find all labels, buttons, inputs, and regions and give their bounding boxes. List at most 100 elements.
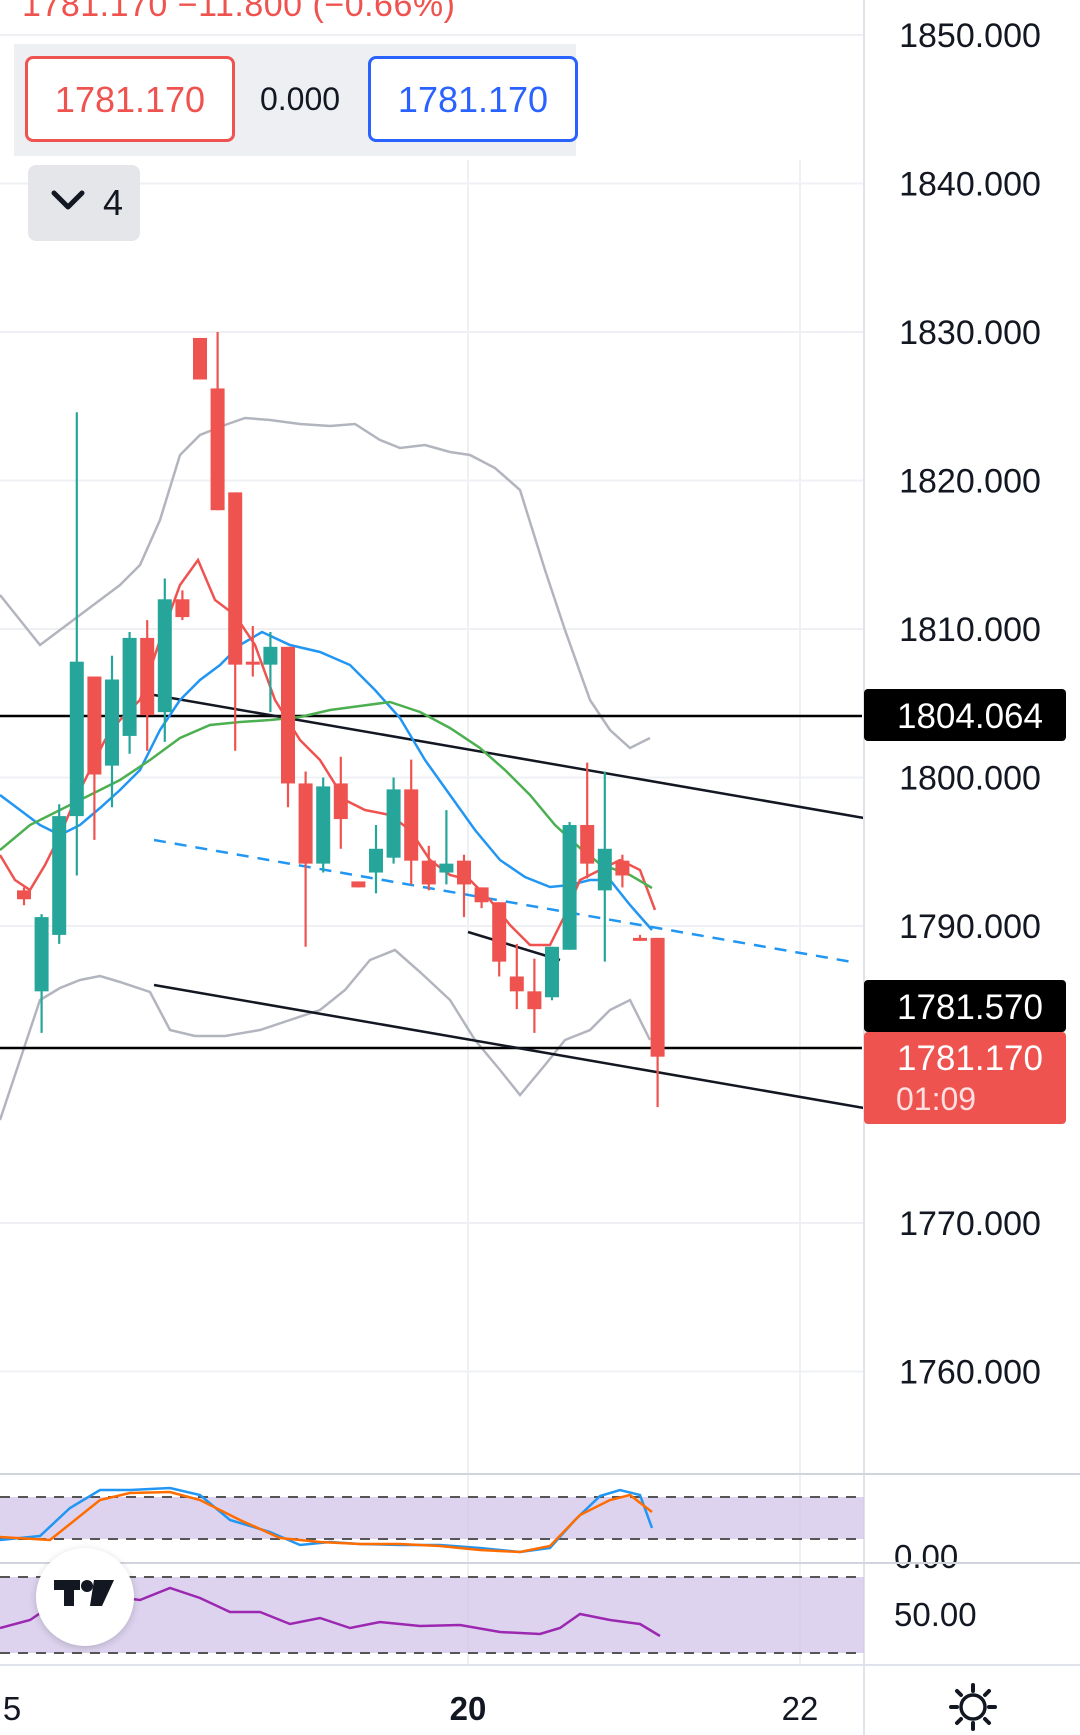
- candle-body: [193, 337, 207, 380]
- channel-lower-line: [153, 983, 865, 1110]
- candle: [597, 771, 612, 962]
- candle-body: [87, 676, 102, 775]
- candle: [527, 958, 542, 1033]
- candle: [263, 631, 278, 713]
- price-tick-label: 1850.000: [899, 17, 1041, 55]
- horizontal-line-price-label: 1804.064: [897, 697, 1043, 736]
- price-axis-ticks: 1850.000 1840.000 1830.000 1820.000 1810.000…: [899, 17, 1041, 1392]
- bid-button[interactable]: 1781.170: [25, 56, 235, 142]
- candle: [333, 756, 348, 849]
- price-tick-label: 1840.000: [899, 166, 1041, 204]
- candle: [351, 881, 366, 888]
- time-label-22: 22: [782, 1690, 819, 1727]
- candle-body: [245, 661, 260, 665]
- candle-body: [122, 637, 137, 736]
- price-tick-label: 1820.000: [899, 463, 1041, 501]
- bollinger-bands: [0, 416, 652, 1121]
- channel-upper-line: [153, 693, 865, 820]
- candle: [17, 887, 31, 906]
- candle-body: [333, 783, 348, 820]
- grid: [0, 34, 864, 1665]
- candle: [175, 590, 190, 621]
- candle: [633, 934, 647, 941]
- tradingview-logo[interactable]: [36, 1548, 134, 1646]
- lower-band-line: [0, 948, 652, 1121]
- candle-body: [580, 825, 595, 864]
- indicators-toggle-button[interactable]: 4: [28, 165, 140, 241]
- candle-body: [545, 946, 559, 998]
- stoch-d-line: [0, 1490, 653, 1554]
- candle: [474, 887, 489, 909]
- oscillator-panel-2[interactable]: 50.00: [0, 1562, 1080, 1654]
- candle: [562, 822, 577, 950]
- candle-body: [105, 679, 119, 766]
- moving-averages: [0, 557, 657, 947]
- candle-body: [69, 661, 84, 817]
- candle-body: [316, 786, 331, 864]
- candle: [245, 626, 260, 677]
- candle-body: [34, 917, 49, 992]
- tradingview-logo-icon: [54, 1580, 114, 1606]
- candle: [228, 492, 243, 751]
- candle-body: [351, 881, 366, 888]
- slow-ma-line: [0, 700, 653, 890]
- candle: [281, 646, 295, 808]
- label-1781570-group: 1781.570: [864, 980, 1066, 1032]
- candle-body: [140, 637, 155, 716]
- time-label-20: 20: [450, 1690, 487, 1727]
- price-tick-label: 1810.000: [899, 611, 1041, 649]
- candle: [492, 902, 507, 977]
- spread-value: 0.000: [259, 81, 341, 117]
- price-axis-panel[interactable]: [864, 0, 1080, 1665]
- candle: [193, 337, 207, 380]
- candle-body: [421, 860, 436, 885]
- oscillator-band: [0, 1497, 864, 1539]
- candle: [509, 943, 524, 1010]
- level-price-label: 1781.570: [897, 988, 1043, 1027]
- candle: [316, 777, 331, 873]
- candle: [34, 914, 49, 1033]
- time-label-5: 5: [3, 1690, 21, 1727]
- candle-body: [386, 789, 401, 858]
- ohlc-summary: 1781.170 −11.800 (−0.66%): [22, 0, 456, 24]
- candle-body: [527, 991, 542, 1010]
- price-tick-label: 1830.000: [899, 314, 1041, 352]
- last-price-group: 1781.170 01:09: [864, 1032, 1066, 1124]
- candle: [122, 631, 137, 754]
- price-tick-label: 1800.000: [899, 760, 1041, 798]
- price-tick-label: 1770.000: [899, 1205, 1041, 1243]
- price-tick-label: 1760.000: [899, 1354, 1041, 1392]
- candle-body: [210, 388, 225, 511]
- candle: [439, 810, 454, 885]
- candle-body: [281, 646, 295, 784]
- upper-band-line: [0, 416, 651, 750]
- oscillator-panel-1[interactable]: 0.00: [0, 1473, 1080, 1575]
- candle-body: [263, 646, 278, 665]
- gear-icon[interactable]: [948, 1682, 998, 1732]
- candle-body: [439, 863, 454, 873]
- candle-body: [650, 937, 665, 1057]
- candle-body: [228, 492, 243, 665]
- candle: [457, 854, 471, 918]
- candlesticks: [17, 332, 665, 1108]
- candle: [386, 777, 401, 864]
- candle: [210, 332, 225, 511]
- chevron-down-icon: [51, 190, 85, 210]
- oscillator-1-axis-label: 0.00: [894, 1538, 958, 1575]
- candle-body: [52, 816, 67, 935]
- oscillator-2-axis-label: 50.00: [894, 1596, 977, 1633]
- candle-body: [175, 599, 190, 618]
- candle-body: [562, 825, 577, 950]
- candle-body: [492, 902, 507, 962]
- candle-body: [157, 599, 172, 713]
- channel-mid-line: [153, 838, 853, 964]
- candle: [404, 759, 419, 885]
- last-price-label: 1781.170: [897, 1039, 1043, 1078]
- candle: [421, 845, 436, 891]
- candle-body: [615, 860, 630, 876]
- candle-body: [509, 976, 524, 992]
- candle-body: [474, 887, 489, 903]
- candle: [580, 762, 595, 879]
- ask-button[interactable]: 1781.170: [368, 56, 578, 142]
